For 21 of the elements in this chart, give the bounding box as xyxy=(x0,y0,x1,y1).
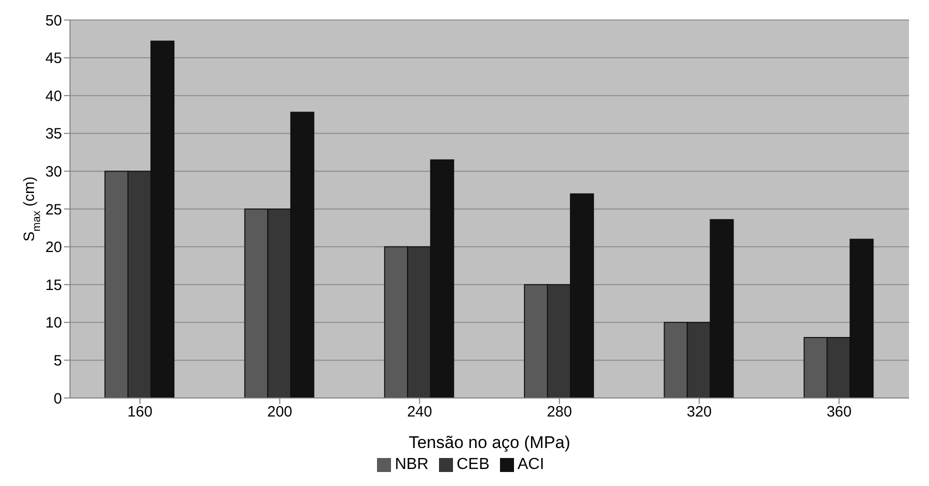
y-tick-label: 45 xyxy=(45,50,62,68)
x-tick-label: 160 xyxy=(127,404,152,421)
y-tick-label: 35 xyxy=(45,126,62,143)
y-tick-label: 5 xyxy=(54,352,62,370)
y-tick-label: 15 xyxy=(45,276,62,294)
y-tick-label: 50 xyxy=(45,12,62,30)
legend-label: CEB xyxy=(456,456,490,473)
legend-label: NBR xyxy=(394,456,429,473)
y-tick-label: 0 xyxy=(54,390,62,408)
x-axis-title: Tensão no aço (MPa) xyxy=(408,433,570,452)
y-tick-label: 20 xyxy=(45,239,62,256)
y-tick-label: 10 xyxy=(45,314,62,332)
x-tick-label: 240 xyxy=(407,404,432,421)
legend-label: ACI xyxy=(518,456,544,473)
y-tick-label: 40 xyxy=(45,88,62,105)
x-tick-label: 320 xyxy=(686,404,712,421)
x-tick-label: 360 xyxy=(826,404,852,421)
y-tick-label: 25 xyxy=(45,201,62,218)
x-tick-label: 280 xyxy=(546,404,572,421)
y-tick-label: 30 xyxy=(45,164,62,181)
x-tick-label: 200 xyxy=(267,404,292,421)
